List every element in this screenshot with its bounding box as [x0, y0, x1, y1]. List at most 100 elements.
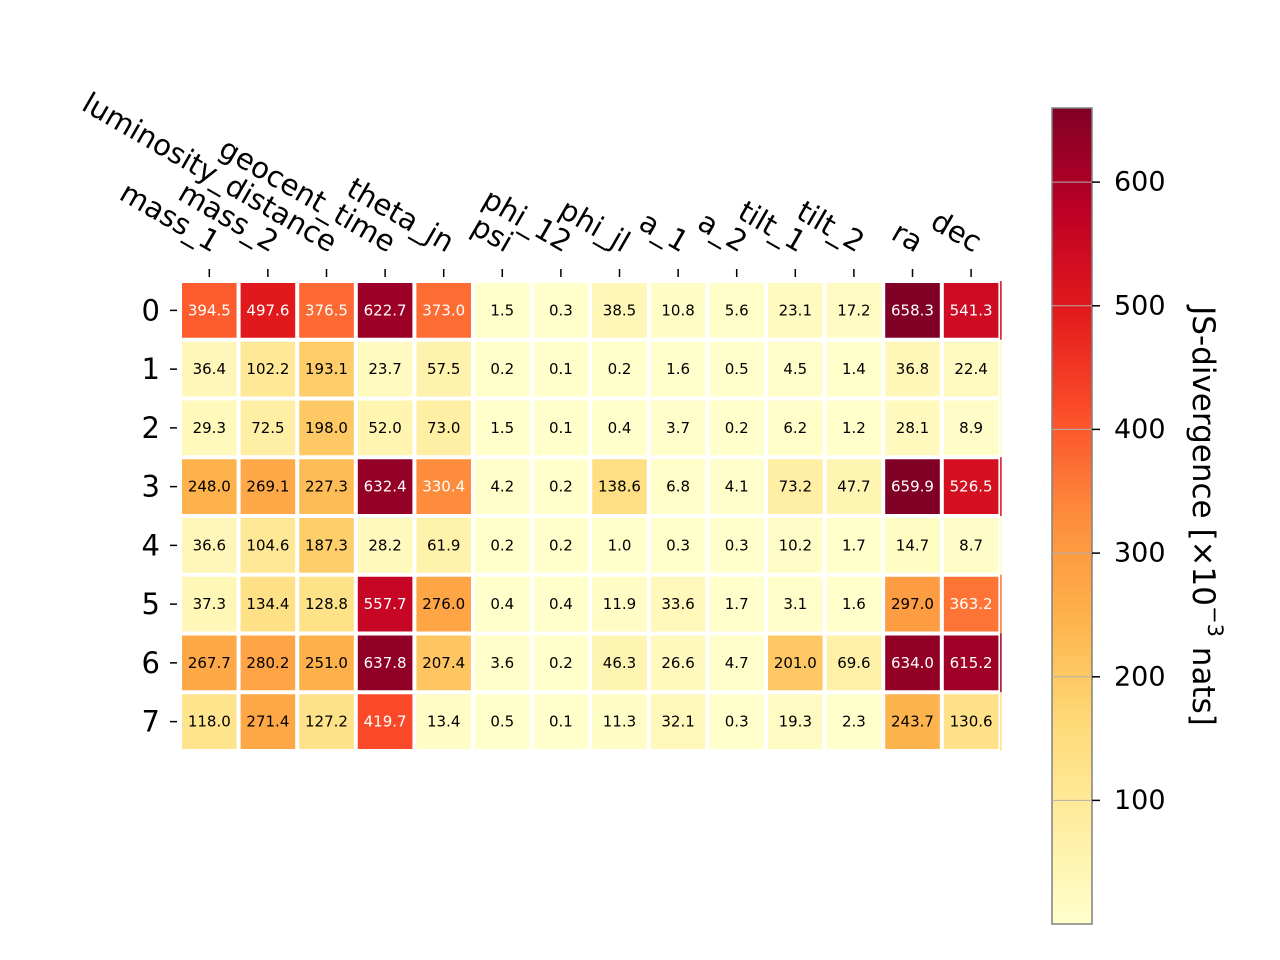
- cell-value-label: 248.0: [188, 478, 231, 496]
- cell-value-label: 0.2: [549, 478, 573, 496]
- cell-value-label: 276.0: [422, 595, 465, 613]
- cell-value-label: 10.8: [661, 301, 694, 319]
- heatmap-cell: [709, 518, 764, 573]
- cell-value-label: 0.3: [725, 713, 749, 731]
- heatmap-cell: [182, 400, 237, 456]
- heatmap-cell: [357, 283, 413, 338]
- heatmap-cell: [416, 635, 471, 691]
- cell-value-label: 251.0: [305, 654, 348, 672]
- cell-value-label: 330.4: [422, 478, 465, 496]
- cell-value-label: 46.3: [603, 654, 636, 672]
- heatmap-cell: [768, 400, 823, 456]
- cell-value-label: 28.2: [368, 536, 401, 554]
- heatmap-cell: [416, 400, 471, 456]
- heatmap-cell: [182, 635, 237, 691]
- cell-value-label: 1.7: [842, 536, 866, 554]
- y-tick-label: 3: [142, 470, 160, 504]
- cell-value-label: 72.5: [251, 419, 284, 437]
- cell-value-label: 497.6: [246, 301, 289, 319]
- cell-value-label: 3.1: [783, 595, 807, 613]
- heatmap-cell: [709, 576, 764, 632]
- cell-value-label: 373.0: [422, 301, 465, 319]
- cell-value-label: 104.6: [246, 536, 289, 554]
- colorbar-label-exponent: −3: [1203, 606, 1227, 637]
- cell-value-label: 118.0: [188, 713, 231, 731]
- cell-value-label: 6.2: [783, 419, 807, 437]
- cell-value-label: 1.6: [842, 595, 866, 613]
- heatmap-cell: [533, 283, 589, 338]
- colorbar-tick-label: 400: [1114, 414, 1166, 445]
- cell-value-label: 271.4: [246, 713, 289, 731]
- cell-value-label: 1.2: [842, 419, 866, 437]
- heatmap-cell: [299, 576, 354, 632]
- cell-value-label: 0.1: [549, 713, 573, 731]
- y-tick-label: 7: [142, 705, 160, 739]
- cell-value-label: 0.2: [725, 419, 749, 437]
- cell-value-label: 0.2: [549, 654, 573, 672]
- heatmap-cell: [885, 283, 940, 338]
- heatmap-cell: [650, 341, 706, 397]
- cell-value-label: 0.2: [549, 536, 573, 554]
- heatmap-cell: [533, 576, 589, 632]
- cell-value-label: 3.6: [490, 654, 514, 672]
- cell-value-label: 52.0: [368, 419, 401, 437]
- heatmap-cell: [533, 341, 589, 397]
- cell-value-label: 4.5: [783, 360, 807, 378]
- cell-value-label: 13.4: [427, 713, 460, 731]
- cell-value-label: 541.3: [950, 301, 993, 319]
- y-tick-label: 4: [142, 528, 160, 562]
- heatmap-cell: [299, 694, 354, 749]
- heatmap-cell: [826, 459, 882, 514]
- cell-value-label: 632.4: [364, 478, 407, 496]
- heatmap-cell: [650, 576, 706, 632]
- heatmap-cell: [240, 283, 296, 338]
- heatmap-cell: [650, 459, 706, 514]
- cell-value-label: 37.3: [193, 595, 226, 613]
- cell-value-label: 1.7: [725, 595, 749, 613]
- cell-value-label: 0.1: [549, 360, 573, 378]
- heatmap-cell: [240, 459, 296, 514]
- cell-value-label: 0.5: [725, 360, 749, 378]
- heatmap-cell: [709, 694, 764, 749]
- heatmap-cell: [709, 400, 764, 456]
- cell-value-label: 1.5: [490, 419, 514, 437]
- x-tick-label: ra: [886, 215, 929, 259]
- heatmap-cell: [885, 576, 940, 632]
- heatmap-cell: [182, 459, 237, 514]
- heatmap-cell: [826, 576, 882, 632]
- heatmap-cell: [826, 635, 882, 691]
- heatmap-cell: [592, 694, 647, 749]
- heatmap-cell: [416, 518, 471, 573]
- x-tick-label: a_1: [634, 204, 695, 259]
- heatmap-cell: [650, 400, 706, 456]
- heatmap-cell: [826, 283, 882, 338]
- cell-value-label: 4.7: [725, 654, 749, 672]
- heatmap-cell: [416, 459, 471, 514]
- heatmap-cell: [885, 518, 940, 573]
- cell-value-label: 0.5: [490, 713, 514, 731]
- heatmap-cell: [416, 694, 471, 749]
- heatmap-cell: [768, 283, 823, 338]
- heatmap-cell: [768, 635, 823, 691]
- cell-value-label: 0.3: [549, 301, 573, 319]
- cell-value-label: 33.6: [661, 595, 694, 613]
- heatmap-cell: [709, 459, 764, 514]
- x-tick-label: tilt_2: [791, 194, 870, 259]
- cell-value-label: 69.6: [837, 654, 870, 672]
- cell-value-label: 102.2: [246, 360, 289, 378]
- heatmap-cell: [299, 283, 354, 338]
- cell-value-label: 376.5: [305, 301, 348, 319]
- cell-value-label: 26.6: [661, 654, 694, 672]
- colorbar-label: JS-divergence [×10−3 nats]: [1186, 304, 1228, 726]
- heatmap-cell: [475, 400, 530, 456]
- cell-value-label: 198.0: [305, 419, 348, 437]
- cell-value-label: 36.6: [193, 536, 226, 554]
- heatmap-cell: [240, 518, 296, 573]
- heatmap-cell: [357, 400, 413, 456]
- colorbar-ticks: 100 200 300 400 500 600: [1052, 167, 1166, 816]
- heatmap-cell: [592, 518, 647, 573]
- y-axis: 0 1 2 3 4 5 6 7: [142, 293, 177, 739]
- heatmap-cell: [240, 635, 296, 691]
- cell-value-label: 61.9: [427, 536, 460, 554]
